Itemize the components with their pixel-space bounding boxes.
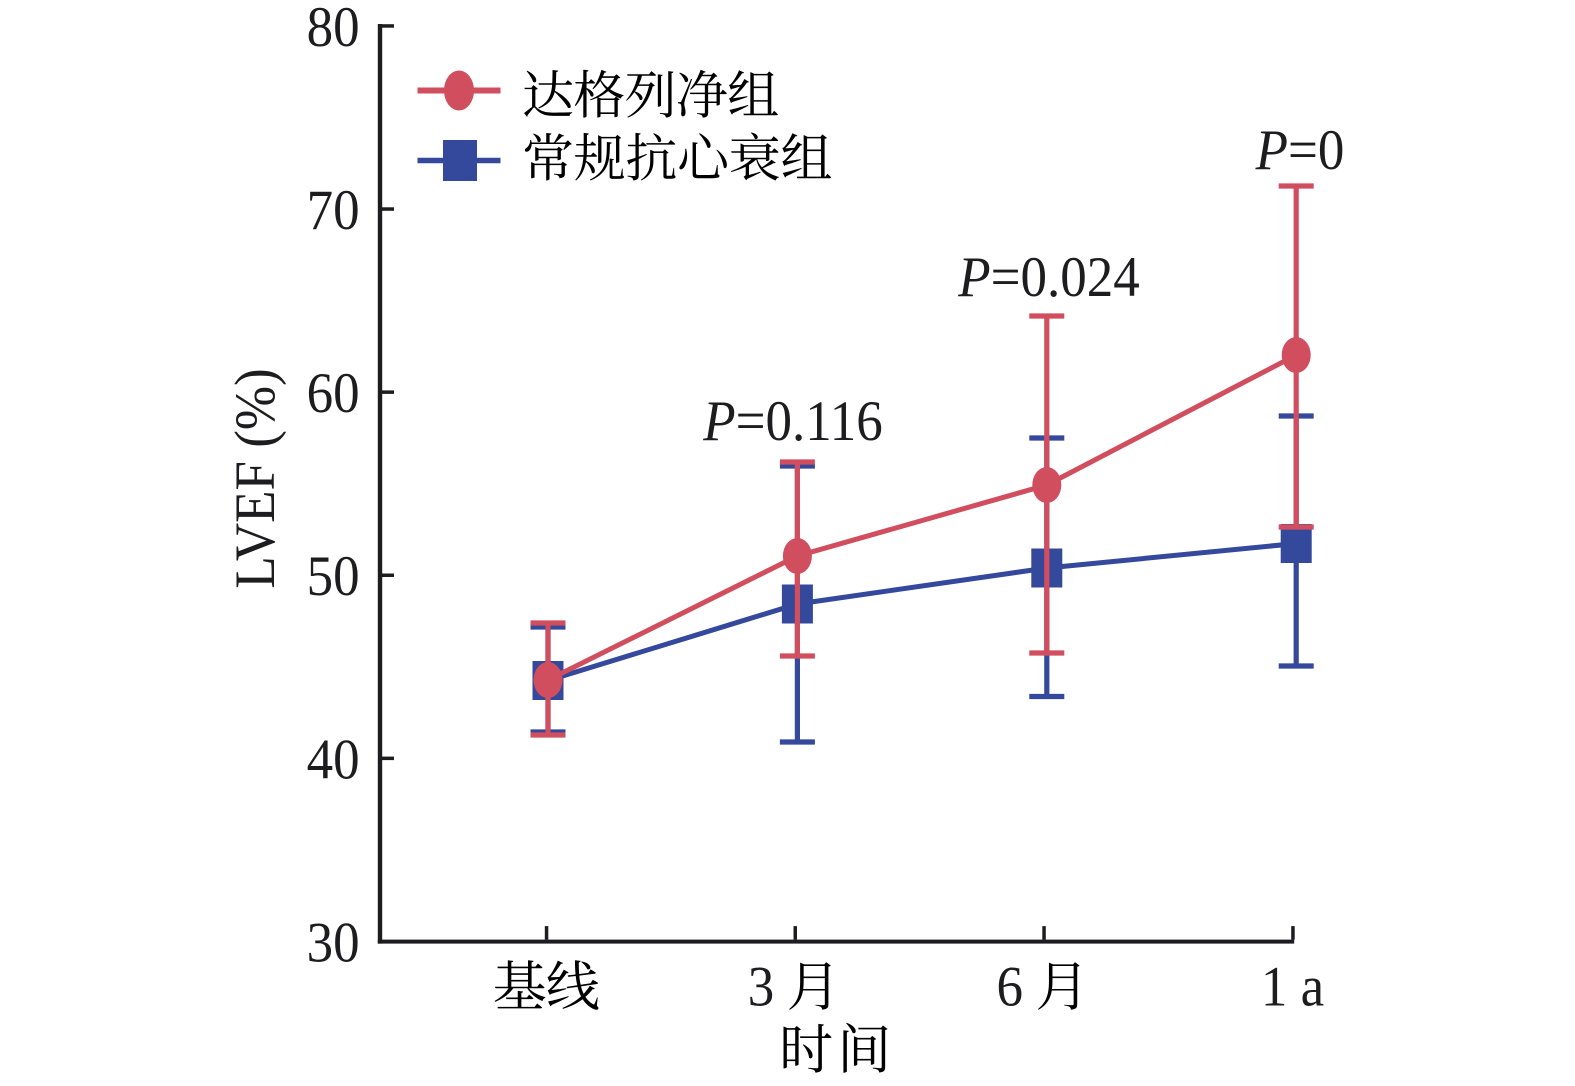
svg-text:40: 40	[307, 728, 360, 791]
svg-text:80: 80	[307, 0, 360, 58]
svg-text:P=0.116: P=0.116	[702, 389, 883, 452]
svg-text:LVEF (%): LVEF (%)	[223, 368, 286, 588]
svg-text:P=0.024: P=0.024	[957, 245, 1139, 308]
svg-text:70: 70	[307, 178, 360, 241]
svg-text:3: 3	[748, 955, 775, 1018]
svg-text:30: 30	[307, 911, 360, 974]
svg-text:6: 6	[997, 955, 1024, 1018]
svg-text:1 a: 1 a	[1261, 955, 1324, 1018]
svg-text:P=0: P=0	[1255, 118, 1345, 181]
svg-text:50: 50	[307, 544, 360, 607]
svg-text:60: 60	[307, 361, 360, 424]
